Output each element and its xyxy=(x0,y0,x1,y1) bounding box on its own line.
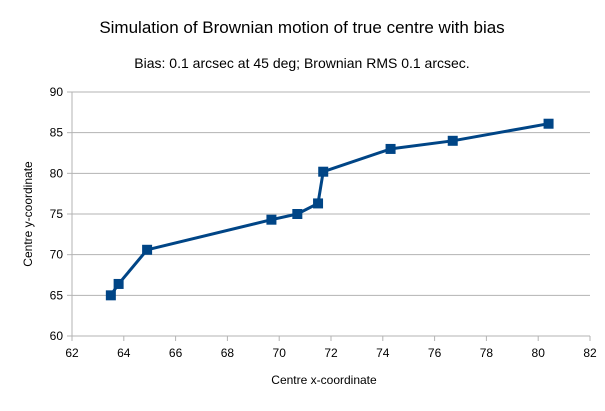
y-tick-label: 75 xyxy=(50,207,64,221)
y-tick-label: 90 xyxy=(50,85,64,99)
x-tick-label: 70 xyxy=(273,346,287,360)
data-point-marker xyxy=(447,135,458,146)
x-tick-label: 80 xyxy=(532,346,546,360)
series-line xyxy=(109,122,549,297)
y-tick-labels: 60 65 70 75 80 85 90 xyxy=(50,85,64,343)
data-point-marker xyxy=(318,166,329,177)
data-point-marker xyxy=(385,143,396,154)
x-tick-label: 82 xyxy=(583,346,597,360)
x-tick-label: 72 xyxy=(324,346,338,360)
data-point-marker xyxy=(292,209,303,219)
y-tick-label: 60 xyxy=(50,329,64,343)
y-tick-label: 65 xyxy=(50,288,64,302)
x-tick-label: 78 xyxy=(480,346,494,360)
chart-title: Simulation of Brownian motion of true ce… xyxy=(99,18,504,37)
data-point-marker xyxy=(266,214,277,225)
axes xyxy=(67,91,591,341)
data-point-marker xyxy=(313,198,324,209)
data-point-marker xyxy=(105,290,116,301)
y-tick-label: 80 xyxy=(50,166,64,180)
y-tick-label: 70 xyxy=(50,248,64,262)
x-tick-labels: 62 64 66 68 70 72 74 76 78 80 82 xyxy=(65,346,597,360)
y-axis-title: Centre y-coordinate xyxy=(21,161,35,267)
data-series xyxy=(105,118,554,301)
x-tick-label: 68 xyxy=(221,346,235,360)
x-axis-title: Centre x-coordinate xyxy=(271,373,377,387)
data-point-marker xyxy=(142,244,153,255)
gridlines xyxy=(72,91,590,337)
x-tick-label: 74 xyxy=(376,346,390,360)
data-point-marker xyxy=(113,278,124,289)
x-tick-label: 62 xyxy=(65,346,79,360)
data-point-marker xyxy=(543,118,554,129)
x-tick-label: 64 xyxy=(117,346,131,360)
chart-subtitle: Bias: 0.1 arcsec at 45 deg; Brownian RMS… xyxy=(134,55,469,71)
x-tick-label: 66 xyxy=(169,346,183,360)
y-tick-label: 85 xyxy=(50,126,64,140)
x-tick-label: 76 xyxy=(428,346,442,360)
